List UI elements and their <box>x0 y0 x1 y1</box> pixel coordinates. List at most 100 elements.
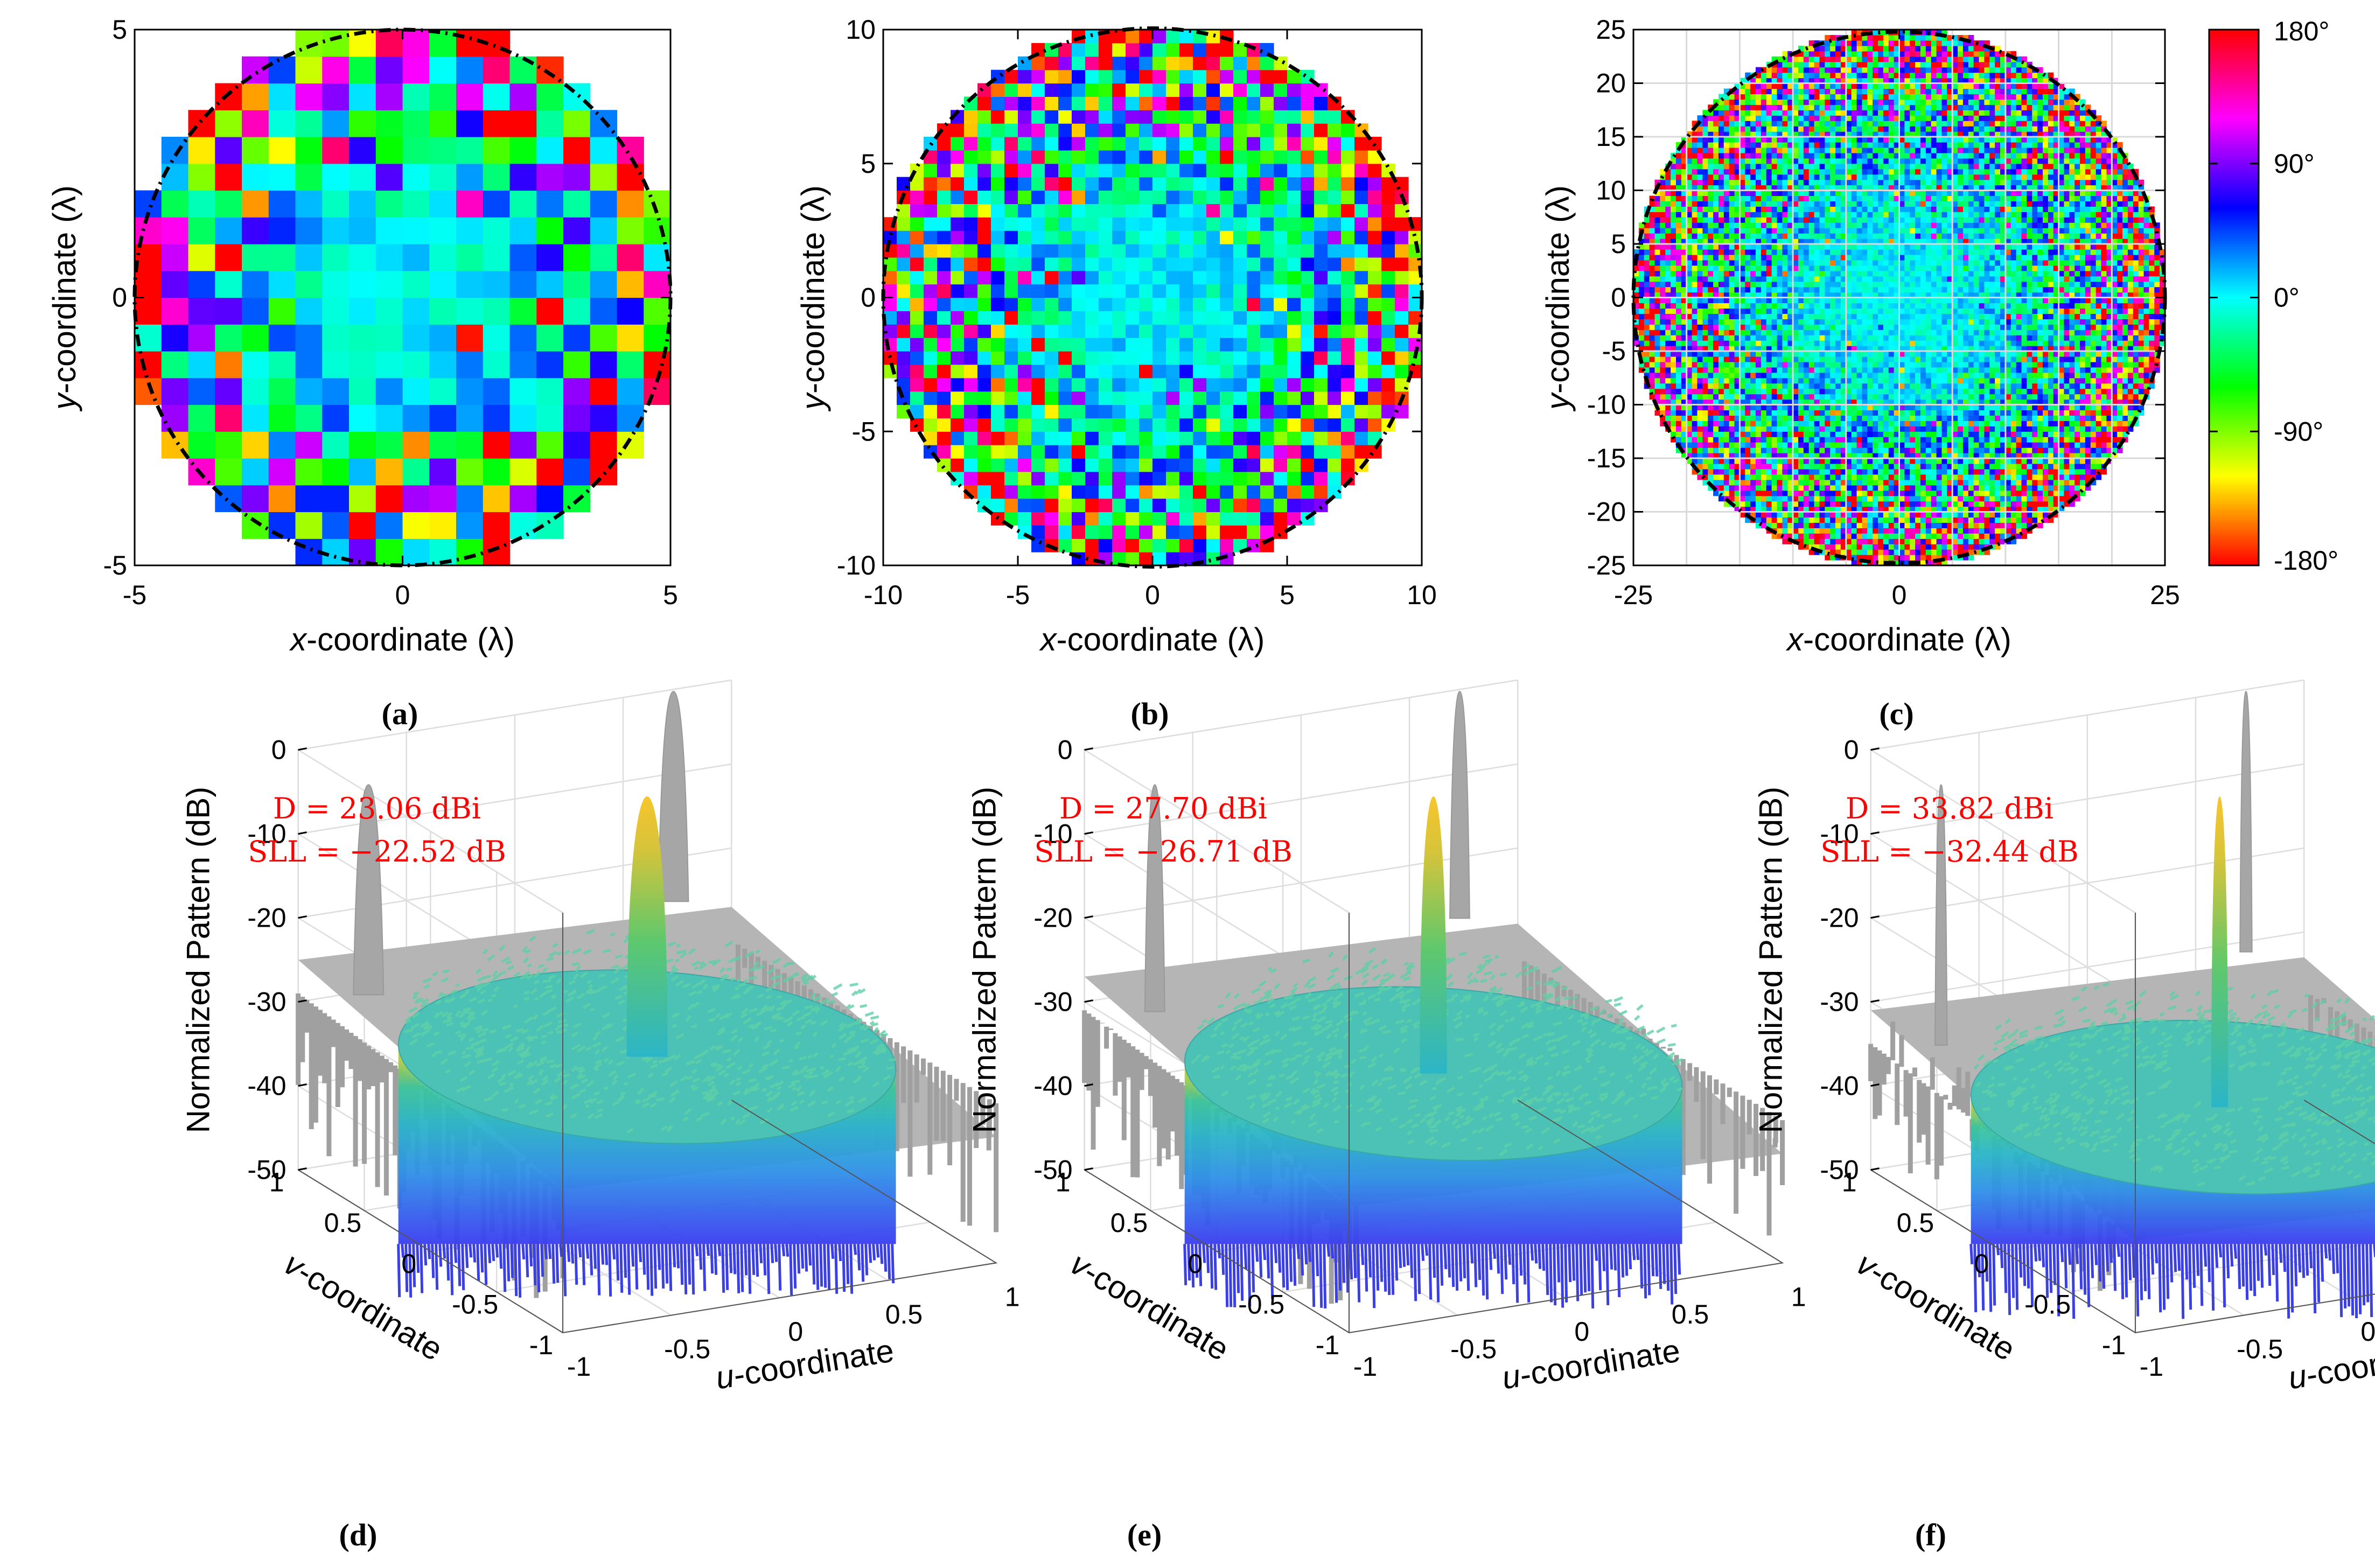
phase-cell <box>1979 389 1985 395</box>
phase-cell <box>1247 525 1261 538</box>
phase-cell <box>1937 426 1942 432</box>
phase-cell <box>1368 191 1382 204</box>
phase-cell <box>1031 83 1045 97</box>
phase-cell <box>1889 517 1894 523</box>
phase-cell <box>1793 501 1798 507</box>
phase-cell <box>1804 474 1809 480</box>
phase-cell <box>1328 405 1342 418</box>
phase-cell <box>2101 335 2107 341</box>
phase-cell <box>1045 485 1059 499</box>
phase-cell <box>1004 311 1018 324</box>
phase-cell <box>1920 464 1926 470</box>
phase-cell <box>429 191 456 218</box>
phase-cell <box>483 512 510 539</box>
phase-cell <box>2022 501 2027 507</box>
phase-cell <box>1126 284 1140 298</box>
phase-cell <box>1729 426 1735 432</box>
phase-cell <box>1740 480 1745 486</box>
phase-cell <box>1341 418 1355 431</box>
phase-cell <box>924 298 938 311</box>
phase-cell <box>1899 501 1905 507</box>
phase-cell <box>563 217 590 244</box>
phase-cell <box>1766 394 1772 400</box>
phase-cell <box>1958 442 1963 448</box>
phase-cell <box>1166 338 1180 351</box>
phase-cell <box>2085 464 2091 470</box>
phase-cell <box>1878 362 1883 368</box>
phase-cell <box>1072 365 1086 378</box>
phase-cell <box>1247 405 1261 418</box>
phase-cell <box>951 177 965 191</box>
phase-cell <box>1904 373 1910 379</box>
phase-cell <box>1857 421 1862 426</box>
phase-cell <box>403 83 430 110</box>
phase-cell <box>1798 389 1804 395</box>
phase-cell <box>1926 555 1931 561</box>
phase-cell <box>1772 512 1777 518</box>
phase-cell <box>1878 528 1883 534</box>
phase-cell <box>1745 362 1750 368</box>
phase-cell <box>2032 474 2037 480</box>
phase-cell <box>1045 311 1059 324</box>
phase-cell <box>1099 43 1113 57</box>
phase-cell <box>1926 426 1931 432</box>
phase-cell <box>1724 410 1729 416</box>
phase-cell <box>951 298 965 311</box>
phase-cell <box>376 244 403 271</box>
phase-cell <box>2011 421 2016 426</box>
phase-cell <box>1926 501 1931 507</box>
phase-cell <box>964 271 978 284</box>
phase-cell <box>1018 123 1032 137</box>
phase-cell <box>1899 405 1905 411</box>
phase-cell <box>1995 351 2000 357</box>
phase-cell <box>1314 324 1328 338</box>
phase-cell <box>1830 464 1835 470</box>
phase-cell <box>1761 335 1766 341</box>
phase-cell <box>483 110 510 137</box>
phase-cell <box>1395 257 1409 271</box>
phase-cell <box>1112 405 1126 418</box>
phase-cell <box>1341 284 1355 298</box>
phase-cell <box>1112 83 1126 97</box>
phase-cell <box>1233 150 1247 164</box>
phase-cell <box>1963 512 1968 518</box>
phase-cell <box>964 110 978 123</box>
phase-cell <box>456 271 483 298</box>
phase-cell <box>1889 437 1894 443</box>
phase-cell <box>1937 517 1942 523</box>
phase-cell <box>1697 389 1702 395</box>
x-axis-label: x-coordinate (λ) <box>289 621 515 657</box>
phase-cell <box>403 298 430 325</box>
phase-cell <box>1995 496 2000 502</box>
phase-cell <box>162 378 188 405</box>
phase-cell <box>1301 230 1315 244</box>
phase-cell <box>1756 480 1761 486</box>
phase-cell <box>1260 217 1274 230</box>
phase-cell <box>2085 426 2091 432</box>
phase-cell <box>1750 373 1756 379</box>
phase-cell <box>1941 442 1947 448</box>
phase-cell <box>1713 442 1719 448</box>
phase-cell <box>2059 340 2064 346</box>
phase-cell <box>977 378 991 391</box>
phase-cell <box>1058 257 1072 271</box>
phase-cell <box>2006 517 2011 523</box>
phase-cell <box>1963 480 1968 486</box>
phase-cell <box>1139 271 1153 284</box>
phase-cell <box>1941 383 1947 389</box>
phase-cell <box>1341 204 1355 217</box>
phase-cell <box>1206 351 1220 365</box>
phase-cell <box>1852 362 1857 368</box>
phase-cell <box>1660 389 1665 395</box>
phase-cell <box>991 324 1005 338</box>
phase-cell <box>1766 469 1772 475</box>
phase-cell <box>1687 373 1692 379</box>
phase-cell <box>1287 378 1301 391</box>
phase-cell <box>2069 437 2074 443</box>
phase-cell <box>1904 351 1910 357</box>
phase-cell <box>1112 191 1126 204</box>
phase-cell <box>2074 335 2080 341</box>
phase-cell <box>2011 410 2016 416</box>
phase-cell <box>2059 485 2064 491</box>
phase-cell <box>1395 284 1409 298</box>
